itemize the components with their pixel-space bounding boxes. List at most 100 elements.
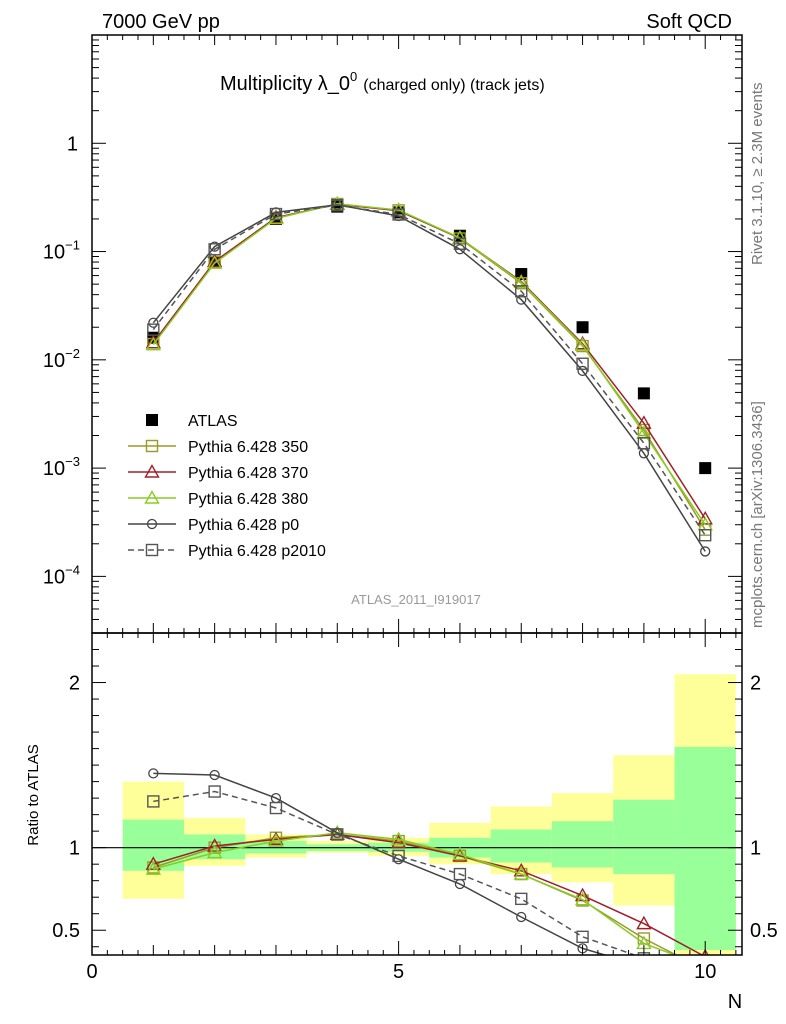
plot-title: Multiplicity λ_00 (charged only) (track j…	[220, 69, 545, 95]
data-point-p2010	[392, 849, 405, 863]
data-point-p370	[145, 334, 162, 349]
data-point-p2010	[576, 357, 589, 370]
series-p380	[145, 195, 713, 531]
data-point-p380	[390, 831, 407, 846]
main-panel-series	[145, 195, 713, 557]
y-tick-label-base: 10	[43, 566, 65, 588]
ratio-y-tick-label-right: 2	[750, 673, 761, 695]
ratio-y-tick-label: 1	[69, 838, 80, 860]
ratio-y-tick-label-right: 0.5	[750, 920, 778, 942]
legend-marker	[145, 543, 159, 557]
data-point-p2010	[331, 828, 344, 841]
x-tick-label: 5	[393, 961, 404, 983]
legend-item-p2010: Pythia 6.428 p2010	[128, 543, 326, 560]
plot-title-suffix: (charged only) (track jets)	[363, 77, 544, 94]
legend-item-p380: Pythia 6.428 380	[128, 490, 308, 508]
data-point-p380	[452, 846, 468, 860]
data-point-p2010	[269, 207, 283, 221]
series-atlas	[147, 200, 712, 475]
legend-marker	[144, 464, 160, 478]
rivet-label: Rivet 3.1.10, ≥ 2.3M events	[749, 83, 766, 266]
header-right: Soft QCD	[646, 11, 732, 33]
series-line-p2010	[152, 204, 706, 536]
data-point-p2010	[453, 237, 467, 250]
ratio-y-tick-label: 0.5	[52, 920, 80, 942]
data-point-p2010	[392, 208, 405, 221]
ratio-panel-frame	[91, 632, 743, 956]
ratio-panel-series	[92, 768, 742, 971]
axes: 10−410−310−210−110 5 100.5 0.51 12 2	[43, 35, 778, 983]
plot-title-sup: 0	[350, 69, 357, 84]
data-point-p380	[206, 255, 223, 269]
y-tick-label: 1	[67, 133, 78, 155]
ratio-y-axis-label: Ratio to ATLAS	[25, 744, 42, 845]
data-point-p0	[209, 241, 220, 252]
data-point-p380	[268, 210, 284, 225]
x-tick-label: 0	[86, 961, 97, 983]
y-tick-label-exp: −4	[65, 562, 80, 577]
band-inner	[551, 821, 614, 868]
band-inner	[674, 746, 736, 951]
y-tick-label: 10−2	[43, 346, 80, 372]
data-point-p380	[206, 844, 223, 859]
data-point-p380	[574, 891, 591, 906]
data-point-p2010	[208, 243, 221, 256]
data-point-p0	[639, 962, 648, 971]
header-left: 7000 GeV pp	[102, 11, 220, 33]
series-p2010	[147, 785, 651, 955]
ratio-y-tick-label-right: 1	[750, 838, 761, 860]
data-point-p370	[206, 838, 223, 852]
series-line-p0	[152, 204, 706, 552]
legend-item-p0: Pythia 6.428 p0	[128, 517, 299, 534]
legend-label: Pythia 6.428 380	[188, 491, 308, 508]
data-point-p2010	[637, 436, 651, 450]
legend-marker	[144, 490, 160, 504]
data-point-p380	[513, 274, 529, 289]
legend-marker	[146, 414, 158, 426]
data-point-p0	[516, 911, 527, 923]
legend-label: Pythia 6.428 350	[188, 439, 308, 456]
legend-item-atlas: ATLAS	[146, 413, 238, 430]
x-tick-label: 10	[694, 961, 716, 983]
legend-marker	[145, 439, 159, 453]
plot-title-main: Multiplicity λ_0	[220, 73, 350, 95]
series-line-p380	[152, 203, 706, 526]
data-point-p2010	[269, 801, 283, 815]
legend-label: Pythia 6.428 p2010	[188, 543, 326, 560]
data-point-p0	[393, 854, 404, 865]
data-point-p0	[700, 546, 711, 557]
legend-label: Pythia 6.428 p0	[188, 517, 299, 534]
data-point-p2010	[147, 795, 160, 808]
legend-item-p370: Pythia 6.428 370	[128, 464, 308, 482]
data-point-p370	[268, 831, 284, 846]
data-point-p2010	[699, 529, 712, 542]
data-point-p2010	[331, 198, 344, 212]
analysis-watermark: ATLAS_2011_I919017	[351, 592, 481, 607]
y-tick-label-exp: −3	[65, 454, 80, 469]
series-p0	[148, 768, 648, 971]
legend-label: ATLAS	[188, 413, 238, 430]
data-point-p0	[516, 294, 527, 305]
data-point-p370	[513, 862, 529, 877]
mcplots-label: mcplots.cern.ch [arXiv:1306.3436]	[749, 401, 766, 628]
data-point-p2010	[453, 867, 467, 881]
band-inner	[613, 799, 675, 875]
data-point-atlas	[576, 321, 589, 334]
legend-label: Pythia 6.428 370	[188, 465, 308, 482]
data-point-atlas	[637, 387, 650, 400]
data-point-p370	[636, 915, 652, 930]
data-point-p380	[145, 336, 162, 351]
data-point-p380	[574, 337, 591, 351]
y-tick-label-exp: −1	[65, 238, 80, 253]
data-point-p0	[209, 769, 220, 781]
data-point-p2010	[515, 285, 528, 298]
ratio-uncertainty-bands	[122, 674, 736, 955]
series-p2010	[147, 198, 712, 542]
series-line-p370	[153, 833, 704, 955]
y-tick-label: 10−4	[43, 562, 80, 588]
data-point-p380	[145, 861, 162, 875]
legend-item-p350: Pythia 6.428 350	[128, 439, 308, 456]
data-point-p2010	[576, 930, 589, 944]
data-point-p0	[577, 365, 588, 377]
